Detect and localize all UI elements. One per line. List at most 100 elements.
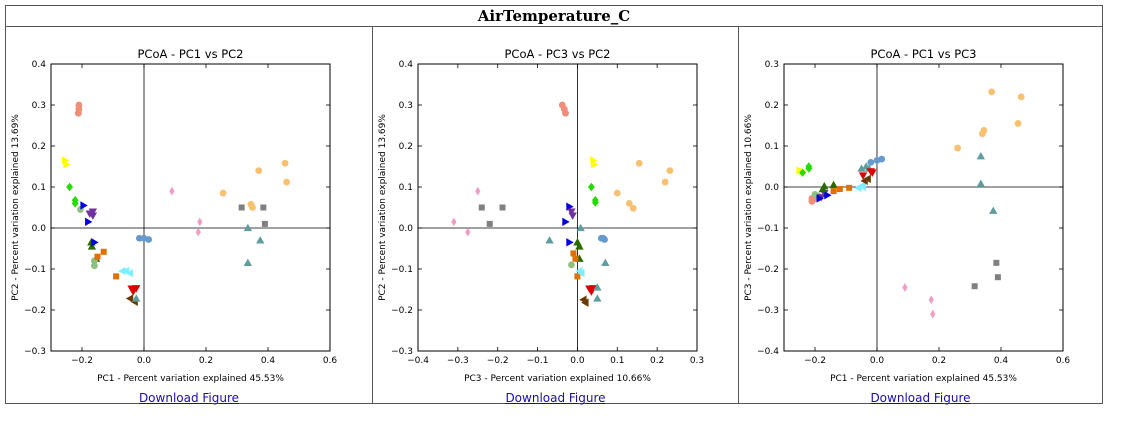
- scatter-point: [128, 288, 138, 296]
- x-tick-label: −0.2: [487, 356, 509, 366]
- scatter-point: [846, 184, 853, 191]
- x-tick-label: −0.4: [407, 356, 429, 366]
- scatter-point: [243, 258, 253, 266]
- y-axis-label: PC3 - Percent variation explained 10.66%: [744, 114, 754, 301]
- scatter-point: [132, 294, 141, 302]
- y-tick-label: 0.2: [399, 142, 413, 152]
- x-axis-label: PC1 - Percent variation explained 45.53%: [97, 374, 284, 384]
- plot-title: PCoA - PC1 vs PC2: [138, 47, 244, 61]
- scatter-plot-pc3-pc2: PCoA - PC3 vs PC2−0.4 −0.3 −0.2 −0.1 0.0 0.1 0…: [378, 47, 704, 384]
- scatter-point: [566, 238, 574, 247]
- scatter-point: [118, 266, 126, 276]
- scatter-point: [824, 191, 832, 200]
- y-tick-label: 0.1: [765, 142, 779, 152]
- plot-title: PCoA - PC3 vs PC2: [505, 47, 611, 61]
- scatter-point: [91, 238, 99, 247]
- scatter-point: [135, 234, 143, 242]
- scatter-point: [857, 164, 866, 172]
- scatter-point: [863, 174, 871, 183]
- scatter-point: [666, 167, 674, 175]
- y-tick-label: 0.3: [399, 101, 413, 111]
- scatter-point: [568, 261, 575, 269]
- scatter-point: [993, 259, 1000, 266]
- y-tick-label: 0.3: [765, 60, 779, 70]
- scatter-point: [593, 294, 602, 302]
- scatter-point: [255, 167, 263, 175]
- scatter-point: [928, 295, 934, 305]
- y-tick-label: −0.3: [757, 306, 779, 316]
- scatter-point: [601, 258, 610, 266]
- scatter-point: [635, 159, 643, 167]
- y-tick-label: 0.0: [399, 224, 414, 234]
- y-tick-label: 0.1: [32, 183, 46, 193]
- x-tick-label: 0.2: [199, 356, 213, 366]
- y-tick-label: −0.2: [391, 306, 413, 316]
- download-figure-link-1[interactable]: Download Figure: [138, 391, 240, 405]
- scatter-point: [66, 182, 73, 192]
- y-tick-label: 0.2: [32, 142, 46, 152]
- y-tick-label: 0.4: [32, 60, 47, 70]
- x-tick-label: −0.2: [71, 356, 93, 366]
- scatter-point: [976, 179, 986, 187]
- scatter-point: [486, 220, 493, 227]
- plot-cell-pc1-pc2: PCoA - PC1 vs PC2 −0.2 0.0 0.2 0.4 0.6 −0.3 −0.…: [6, 27, 372, 405]
- scatter-point: [836, 186, 843, 193]
- y-axis-label: PC2 - Percent variation explained 13.69%: [378, 114, 388, 301]
- x-tick-label: 0.0: [870, 356, 885, 366]
- page-title: AirTemperature_C: [6, 6, 1102, 27]
- plot-cell-pc1-pc3: PCoA - PC1 vs PC3 −0.2 0.0 0.2 0.4 0.6 −0.4 −0.…: [738, 27, 1102, 405]
- y-tick-label: −0.1: [757, 224, 779, 234]
- scatter-point: [577, 268, 585, 278]
- x-tick-label: −0.1: [527, 356, 549, 366]
- scatter-point: [575, 242, 584, 250]
- y-tick-label: −0.1: [391, 265, 413, 275]
- scatter-point: [799, 168, 806, 177]
- scatter-point: [994, 274, 1001, 281]
- x-tick-label: 0.0: [570, 356, 585, 366]
- scatter-point: [195, 227, 201, 237]
- scatter-point: [601, 236, 608, 243]
- scatter-point: [829, 180, 838, 189]
- scatter-point: [980, 127, 988, 134]
- plot-title: PCoA - PC1 vs PC3: [871, 47, 977, 61]
- scatter-point: [591, 160, 599, 169]
- scatter-point: [568, 212, 577, 220]
- scatter-point: [976, 152, 986, 160]
- x-axis-label: PC1 - Percent variation explained 45.53%: [830, 374, 1017, 384]
- download-figure-link-2[interactable]: Download Figure: [505, 391, 606, 405]
- scatter-point: [499, 204, 506, 211]
- scatter-point: [988, 88, 996, 96]
- scatter-point: [570, 250, 577, 257]
- scatter-point: [94, 253, 101, 260]
- scatter-point: [125, 294, 134, 303]
- scatter-point: [816, 194, 824, 203]
- scatter-point: [572, 255, 579, 262]
- scatter-point: [830, 188, 837, 195]
- scatter-point: [145, 236, 153, 243]
- scatter-point: [1014, 120, 1022, 127]
- scatter-point: [971, 283, 978, 290]
- scatter-point: [71, 199, 79, 208]
- scatter-point: [593, 283, 602, 291]
- scatter-point: [574, 273, 581, 280]
- x-tick-label: −0.2: [804, 356, 826, 366]
- download-figure-link-3[interactable]: Download Figure: [870, 391, 971, 405]
- scatter-point: [930, 309, 936, 319]
- x-tick-label: 0.1: [610, 356, 624, 366]
- scatter-point: [989, 206, 998, 214]
- x-tick-label: 0.2: [932, 356, 946, 366]
- scatter-point: [125, 268, 134, 278]
- scatter-point: [576, 223, 585, 232]
- x-tick-label: −0.3: [447, 356, 469, 366]
- scatter-point: [80, 201, 88, 210]
- y-tick-label: −0.3: [391, 347, 413, 357]
- scatter-plot-pc1-pc2: PCoA - PC1 vs PC2 −0.2 0.0 0.2 0.4 0.6 −0.3 −0.…: [11, 47, 337, 384]
- scatter-point: [562, 217, 570, 227]
- scatter-points: [796, 88, 1025, 319]
- scatter-point: [562, 109, 569, 117]
- scatter-point: [63, 160, 71, 169]
- x-tick-label: 0.4: [994, 356, 1009, 366]
- scatter-point: [197, 217, 203, 227]
- plot-area: [50, 63, 331, 352]
- scatter-point: [587, 182, 595, 192]
